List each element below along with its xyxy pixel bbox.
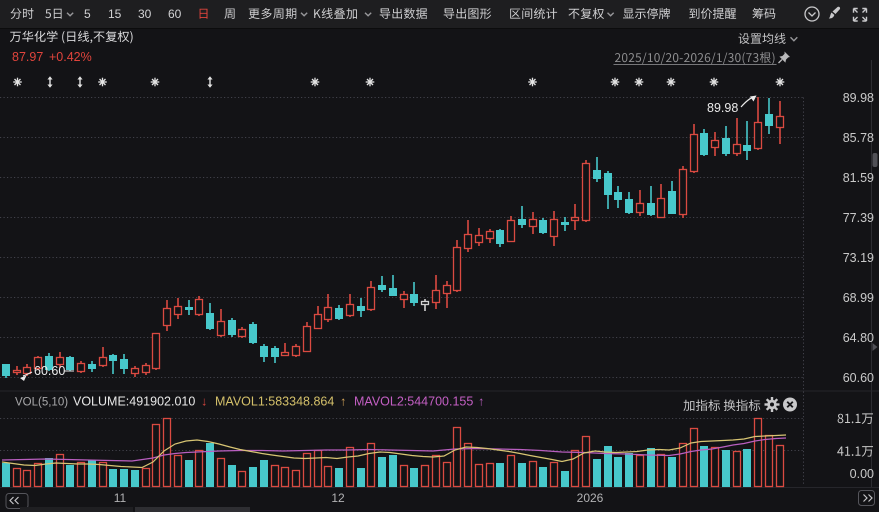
svg-text:0.00: 0.00 <box>850 467 874 481</box>
svg-text:5: 5 <box>84 7 91 21</box>
svg-text:89.98: 89.98 <box>843 91 874 105</box>
svg-text:VOL(5,10): VOL(5,10) <box>15 397 68 409</box>
svg-text:85.78: 85.78 <box>843 131 874 145</box>
svg-text:↑: ↑ <box>478 395 484 409</box>
svg-text:60.60: 60.60 <box>843 371 874 385</box>
svg-text:2026: 2026 <box>577 491 604 505</box>
svg-text:89.98: 89.98 <box>707 101 738 115</box>
svg-text:60.60: 60.60 <box>34 364 65 378</box>
svg-text:64.80: 64.80 <box>843 331 874 345</box>
svg-text:MAVOL1:583348.864: MAVOL1:583348.864 <box>215 395 334 409</box>
svg-text:77.39: 77.39 <box>843 211 874 225</box>
svg-text:+0.42%: +0.42% <box>49 50 92 64</box>
svg-text:MAVOL2:544700.155: MAVOL2:544700.155 <box>354 395 473 409</box>
svg-text:↓: ↓ <box>201 395 207 409</box>
svg-text:87.97: 87.97 <box>12 50 43 64</box>
svg-text:12: 12 <box>331 491 345 505</box>
svg-text:60: 60 <box>168 7 182 21</box>
svg-text:11: 11 <box>114 491 127 505</box>
svg-text:68.99: 68.99 <box>843 291 874 305</box>
svg-text:30: 30 <box>138 7 152 21</box>
svg-text:↑: ↑ <box>340 395 346 409</box>
svg-text:73.19: 73.19 <box>843 251 874 265</box>
svg-text:15: 15 <box>108 7 122 21</box>
svg-text:VOLUME:491902.010: VOLUME:491902.010 <box>73 395 195 409</box>
svg-text:81.59: 81.59 <box>843 171 874 185</box>
